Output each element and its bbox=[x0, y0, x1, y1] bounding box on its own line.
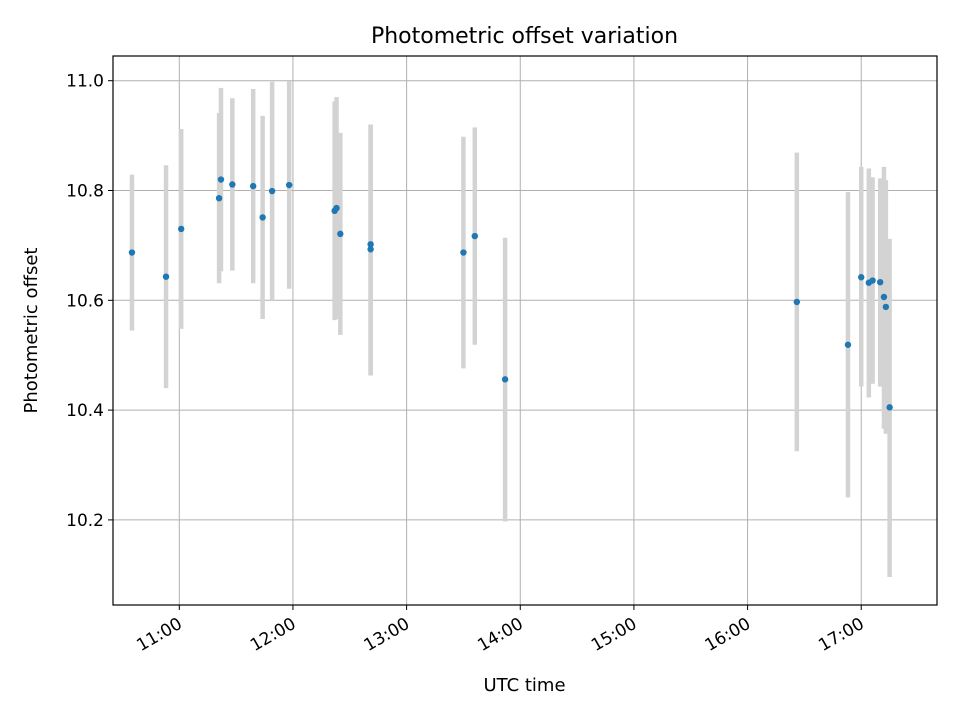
data-point bbox=[268, 187, 276, 195]
x-tick-label: 17:00 bbox=[815, 614, 867, 656]
y-tick-label: 11.0 bbox=[66, 72, 104, 92]
y-tick-label: 10.8 bbox=[66, 182, 104, 202]
data-point bbox=[162, 273, 170, 280]
data-point bbox=[858, 274, 865, 281]
data-points bbox=[128, 176, 893, 411]
data-point bbox=[367, 246, 374, 253]
plot-frame bbox=[112, 55, 938, 606]
chart-title: Photometric offset variation bbox=[371, 24, 678, 49]
data-point bbox=[471, 232, 479, 240]
data-point bbox=[259, 214, 266, 221]
y-tick-label: 10.4 bbox=[66, 401, 104, 421]
data-point bbox=[882, 303, 890, 311]
data-point bbox=[285, 181, 293, 189]
y-axis-ticks: 10.2 10.4 10.6 10.8 11.0 bbox=[66, 72, 113, 531]
data-point bbox=[333, 204, 340, 212]
data-point bbox=[177, 225, 185, 233]
x-axis-ticks: 11:00 12:00 13:00 14:00 15:00 16:00 17:00 bbox=[133, 605, 868, 656]
data-point bbox=[215, 194, 223, 202]
data-point bbox=[793, 298, 801, 306]
data-point bbox=[501, 376, 509, 383]
data-point bbox=[128, 249, 136, 256]
x-tick-label: 12:00 bbox=[247, 614, 299, 656]
x-tick-label: 14:00 bbox=[474, 614, 526, 656]
data-point bbox=[229, 181, 236, 188]
data-point bbox=[876, 278, 884, 286]
x-tick-label: 13:00 bbox=[361, 614, 413, 656]
data-point bbox=[217, 176, 225, 183]
y-tick-label: 10.2 bbox=[66, 511, 104, 531]
x-tick-label: 16:00 bbox=[702, 614, 754, 656]
x-axis-label: UTC time bbox=[483, 675, 565, 696]
x-tick-label: 11:00 bbox=[133, 614, 185, 656]
data-point bbox=[886, 404, 893, 411]
data-point bbox=[367, 241, 374, 248]
y-axis-label: Photometric offset bbox=[21, 248, 42, 414]
data-point bbox=[249, 182, 257, 190]
grid bbox=[113, 56, 937, 605]
y-tick-label: 10.6 bbox=[66, 291, 104, 311]
error-bars bbox=[129, 81, 892, 578]
data-point bbox=[869, 277, 876, 284]
data-point bbox=[844, 341, 852, 348]
x-tick-label: 15:00 bbox=[588, 614, 640, 656]
data-point bbox=[337, 230, 344, 238]
data-point bbox=[880, 293, 888, 301]
data-point bbox=[460, 249, 467, 256]
